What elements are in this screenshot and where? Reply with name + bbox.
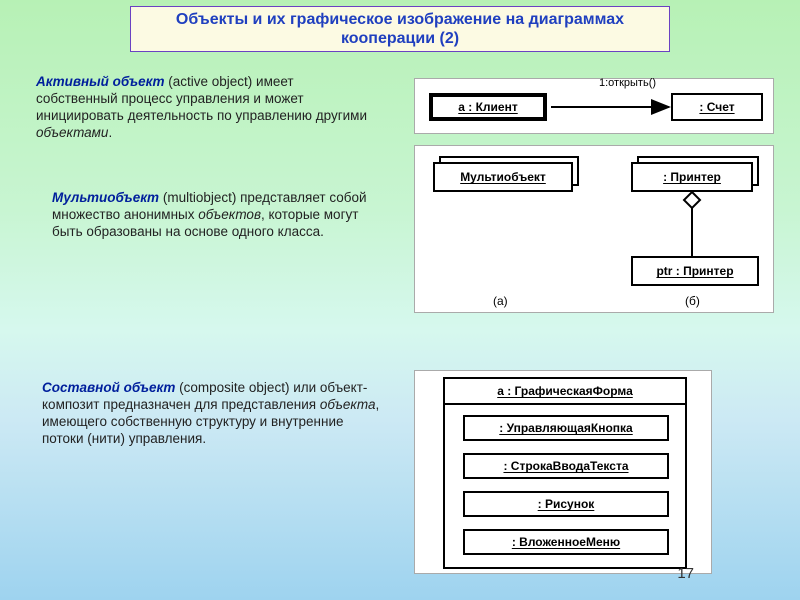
italic-word: объектов [198, 207, 261, 222]
uml-printer-multi: : Принтер [631, 162, 753, 192]
italic-word: объекта [320, 397, 376, 412]
paragraph-active-object: Активный объект (active object) имеет со… [36, 74, 376, 142]
uml-multiobject: Мультиобъект [433, 162, 573, 192]
page-number: 17 [677, 565, 694, 582]
composite-head: а : ГрафическаяФорма [445, 379, 685, 405]
lead-en: (composite object) [175, 380, 293, 395]
diagram-composite-object: а : ГрафическаяФорма : УправляющаяКнопка… [414, 370, 712, 574]
italic-word: объектами [36, 125, 108, 140]
uml-label: : ВложенноеМеню [512, 535, 620, 549]
diagram-multiobject: Мультиобъект : Принтер ptr : Принтер (а)… [414, 145, 774, 313]
uml-label: а : Клиент [458, 100, 517, 114]
lead-term: Составной объект [42, 380, 175, 395]
composite-row: : ВложенноеМеню [463, 529, 669, 555]
uml-printer-ptr: ptr : Принтер [631, 256, 759, 286]
composite-row: : УправляющаяКнопка [463, 415, 669, 441]
caption-b: (б) [685, 294, 700, 308]
uml-label: а : ГрафическаяФорма [497, 384, 633, 398]
uml-label: : Принтер [663, 170, 721, 184]
uml-label: ptr : Принтер [656, 264, 733, 278]
caption-a: (а) [493, 294, 508, 308]
composite-row: : СтрокаВводаТекста [463, 453, 669, 479]
uml-label: Мультиобъект [460, 170, 546, 184]
composite-body: : УправляющаяКнопка : СтрокаВводаТекста … [445, 405, 685, 567]
lead-en: (multiobject) [159, 190, 240, 205]
composite-row: : Рисунок [463, 491, 669, 517]
uml-label: : Счет [699, 100, 734, 114]
composite-outer: а : ГрафическаяФорма : УправляющаяКнопка… [443, 377, 687, 569]
message-label: 1:открыть() [599, 77, 656, 89]
diagram-active-object: а : Клиент : Счет 1:открыть() [414, 78, 774, 134]
uml-object-client: а : Клиент [429, 93, 547, 121]
uml-object-account: : Счет [671, 93, 763, 121]
paragraph-composite-object: Составной объект (composite object) или … [42, 380, 382, 448]
dot: . [108, 125, 112, 140]
slide-title: Объекты и их графическое изображение на … [137, 10, 663, 48]
title-box: Объекты и их графическое изображение на … [130, 6, 670, 52]
uml-label: : УправляющаяКнопка [499, 421, 632, 435]
paragraph-multiobject: Мультиобъект (multiobject) представляет … [52, 190, 372, 241]
lead-term: Мультиобъект [52, 190, 159, 205]
uml-label: : СтрокаВводаТекста [503, 459, 628, 473]
lead-term: Активный объект [36, 74, 165, 89]
uml-label: : Рисунок [538, 497, 595, 511]
lead-en: (active object) [165, 74, 257, 89]
